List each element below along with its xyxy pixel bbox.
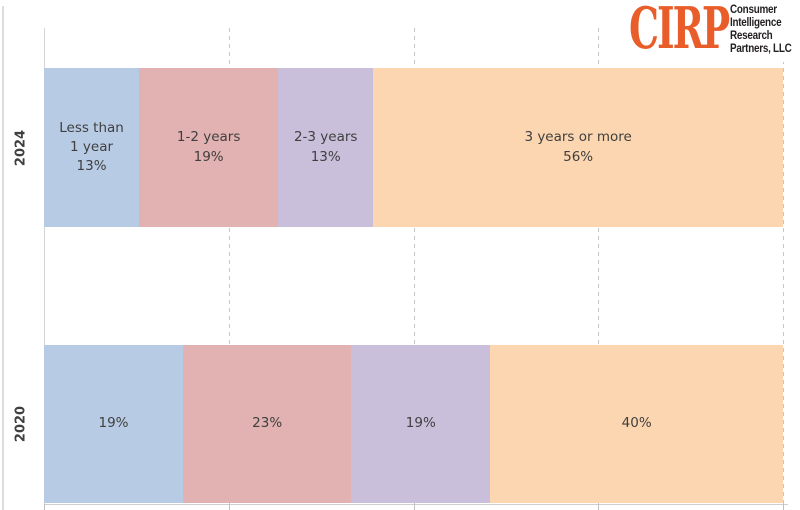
gridline-25pct [228,28,230,504]
y-axis-line [44,28,45,504]
bar-segment-label: 40% [621,415,652,432]
x-axis-line [44,504,788,505]
bar-segment-label: 23% [252,415,283,432]
left-window-edge [2,6,4,510]
x-axis-tick-0pct [44,504,45,510]
cirp-logo-org-line: Partners, LLC [730,43,792,55]
gridline-100pct [783,28,784,504]
bar-segment-label: 2-3 years 13% [293,129,358,165]
x-axis-tick-75pct [598,504,600,510]
bar-segment-label: 19% [98,415,129,432]
bar-segment-2-3-years: 19% [351,345,491,503]
y-tick-label-2020: 2020 [13,405,29,443]
cirp-logo-org-line: Intelligence [730,17,782,29]
bar-segment-less-than-1-year: Less than 1 year 13% [44,68,140,227]
bar-segment-2-3-years: 2-3 years 13% [278,68,374,227]
bar-segment-label: 19% [405,415,436,432]
bar-segment-less-than-1-year: 19% [44,345,184,503]
stacked-bar-2024: Less than 1 year 13% 1-2 years 19% 2-3 years 1… [44,68,784,227]
cirp-logo-org-line: Research [730,30,773,42]
x-axis-tick-25pct [228,504,230,510]
x-axis-tick-100pct [783,504,784,510]
cirp-logo-wordmark: CIRP [629,0,730,62]
bar-segment-3-years-or-more: 40% [490,345,783,503]
cirp-logo: CIRP Consumer Intelligence Research Part… [627,0,800,62]
y-tick-label-2024: 2024 [13,129,29,167]
stacked-bar-2020: 19% 23% 19% 40% [44,345,783,503]
gridline-75pct [598,28,600,504]
bar-segment-label: 1-2 years 19% [176,129,241,165]
bar-segment-label: 3 years or more 56% [524,129,632,165]
x-axis-tick-50pct [413,504,415,510]
bar-segment-3-years-or-more: 3 years or more 56% [373,68,784,227]
bar-segment-1-2-years: 23% [183,345,352,503]
bar-segment-label: Less than 1 year 13% [59,119,124,175]
gridline-50pct [413,28,415,504]
cirp-logo-org-name: Consumer Intelligence Research Partners,… [730,4,800,56]
cirp-logo-wordmark-box: CIRP [629,0,730,62]
bar-segment-1-2-years: 1-2 years 19% [139,68,279,227]
cirp-logo-org-line: Consumer [730,4,777,16]
